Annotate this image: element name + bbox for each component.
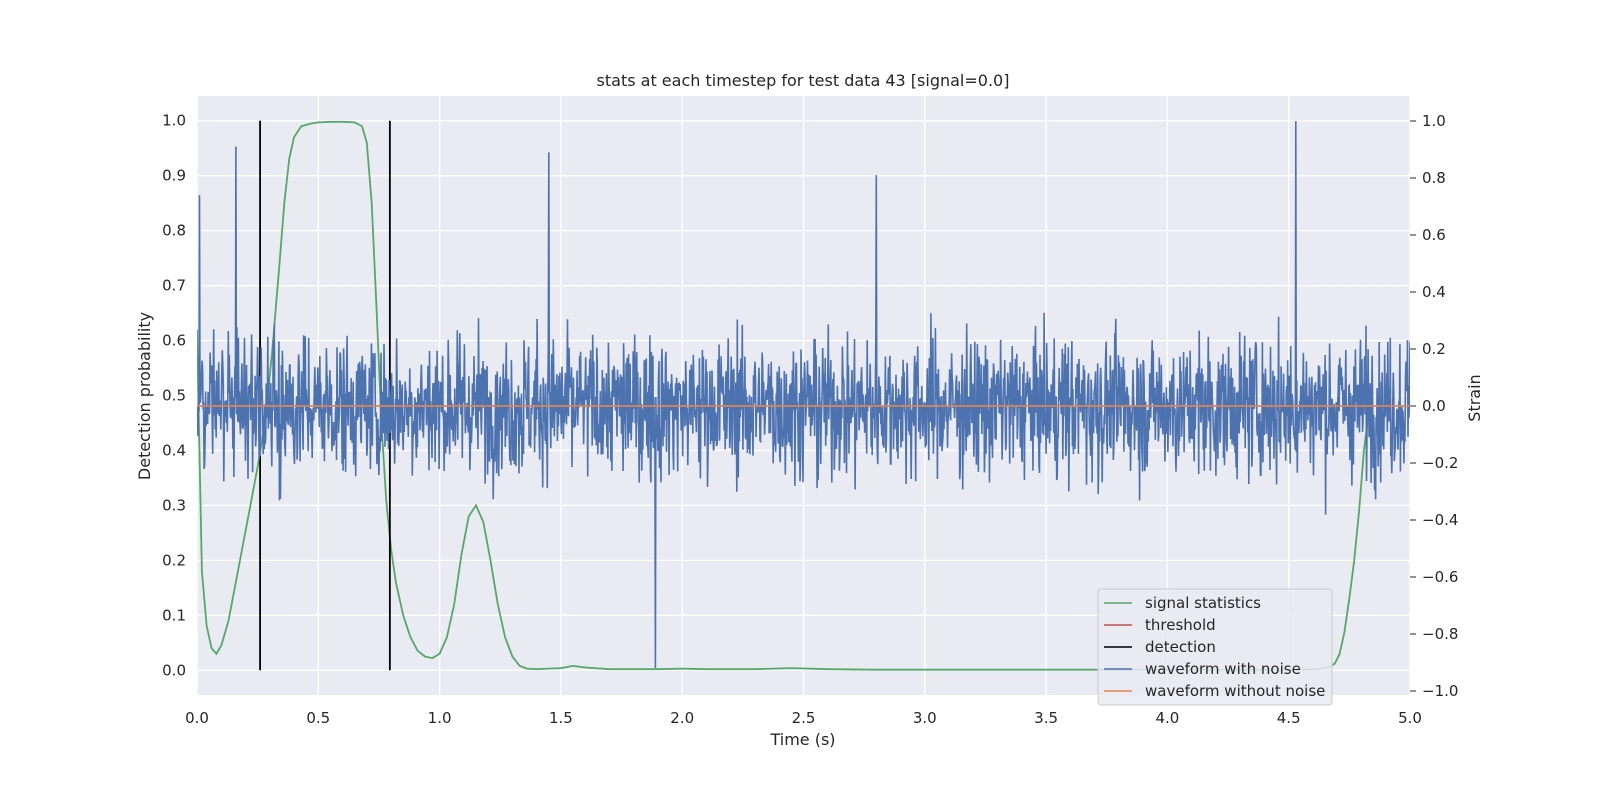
y-tick-label-left: 0.8	[162, 222, 186, 240]
y-tick-label-left: 0.0	[162, 661, 186, 679]
y-tick-label-left: 0.1	[162, 606, 186, 624]
y-tick-label-left: 0.5	[162, 387, 186, 405]
y-tick-label-right: −0.2	[1422, 454, 1458, 472]
x-tick-label: 3.5	[1034, 709, 1058, 727]
x-tick-label: 5.0	[1398, 709, 1422, 727]
chart-marks	[197, 120, 1410, 671]
y-tick-label-right: 0.8	[1422, 169, 1446, 187]
legend-item-threshold: threshold	[1104, 616, 1216, 634]
axes: 0.0 0.5 1.0 1.5 2.0 2.5 3.0 3.5 4.0 4.5 5.0 0.0 0.1 0…	[162, 112, 1458, 727]
y-tick-label-right: −1.0	[1422, 682, 1458, 700]
legend-box	[1097, 588, 1333, 706]
legend-label: waveform with noise	[1145, 660, 1301, 678]
series-waveform-with-noise	[197, 120, 1410, 669]
x-tick-label: 0.5	[306, 709, 330, 727]
y-tick-label-left: 0.4	[162, 441, 186, 459]
legend-label: waveform without noise	[1145, 682, 1325, 700]
legend-label: detection	[1145, 638, 1216, 656]
y-tick-label-right: 0.2	[1422, 340, 1446, 358]
x-tick-label: 2.0	[670, 709, 694, 727]
y-tick-label-left: 0.6	[162, 332, 186, 350]
legend-item-signal-statistics: signal statistics	[1104, 594, 1261, 612]
x-tick-label: 3.0	[913, 709, 937, 727]
legend-label: signal statistics	[1145, 594, 1261, 612]
y-tick-label-left: 0.9	[162, 167, 186, 185]
y-tick-label-right: 0.0	[1422, 397, 1446, 415]
y-tick-label-right: 0.4	[1422, 283, 1446, 301]
y-tick-label-right: 1.0	[1422, 112, 1446, 130]
x-tick-label: 1.5	[549, 709, 573, 727]
y-tick-label-left: 0.2	[162, 551, 186, 569]
y-tick-label-right: −0.4	[1422, 511, 1458, 529]
legend-item-waveform-with-noise: waveform with noise	[1104, 660, 1301, 678]
x-tick-label: 4.5	[1277, 709, 1301, 727]
y-tick-label-right: 0.6	[1422, 226, 1446, 244]
y-tick-label-right: −0.6	[1422, 568, 1458, 586]
x-axis-label: Time (s)	[769, 730, 835, 749]
legend-item-waveform-without-noise: waveform without noise	[1104, 682, 1325, 700]
y-axis-label-left: Detection probability	[135, 312, 154, 480]
x-tick-label: 1.0	[428, 709, 452, 727]
x-tick-label: 2.5	[792, 709, 816, 727]
y-tick-label-right: −0.8	[1422, 625, 1458, 643]
y-tick-label-left: 0.3	[162, 496, 186, 514]
x-tick-label: 4.0	[1155, 709, 1179, 727]
y-tick-label-left: 1.0	[162, 112, 186, 130]
series-signal-statistics	[197, 120, 1370, 671]
y-tick-label-left: 0.7	[162, 277, 186, 295]
y-axis-label-right: Strain	[1465, 374, 1484, 421]
legend-item-detection: detection	[1104, 638, 1216, 656]
x-tick-label: 0.0	[185, 709, 209, 727]
chart-title: stats at each timestep for test data 43 …	[597, 71, 1010, 90]
legend-label: threshold	[1145, 616, 1216, 634]
legend: signal statistics threshold detection wa…	[1097, 588, 1333, 706]
